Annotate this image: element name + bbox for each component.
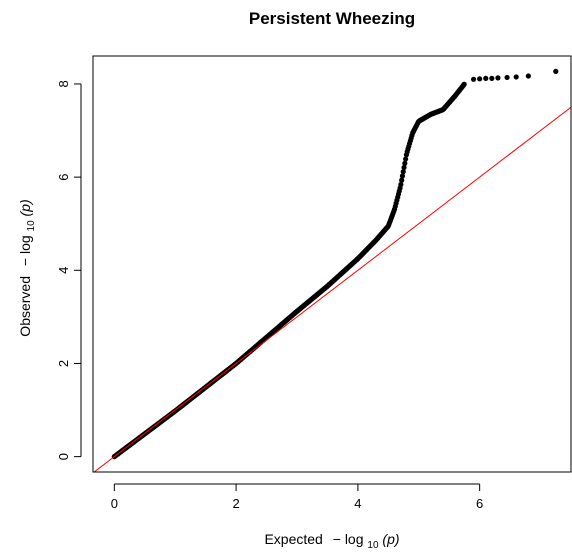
y-tick-label: 6: [56, 174, 71, 181]
data-point: [402, 160, 408, 166]
x-axis-label-arg: (p): [382, 531, 399, 547]
data-point: [513, 74, 519, 80]
y-tick-label: 2: [56, 360, 71, 367]
x-axis-label-log: log: [345, 531, 364, 547]
y-axis-label-log: log: [17, 235, 33, 254]
data-point: [553, 68, 559, 74]
y-axis-label-arg: (p): [17, 199, 33, 216]
data-point: [401, 164, 407, 171]
y-axis-label: Observed − log 10 (p): [17, 199, 37, 336]
x-axis-label-prefix: Expected: [264, 531, 322, 547]
data-point: [399, 173, 406, 179]
y-axis-label-minus: −: [17, 258, 33, 266]
x-tick-label: 6: [476, 496, 483, 511]
data-point: [504, 74, 510, 81]
y-tick-label: 0: [56, 453, 71, 460]
x-tick-label: 4: [354, 496, 361, 511]
data-point: [489, 75, 495, 81]
y-tick-label: 4: [56, 267, 71, 274]
x-tick-label: 2: [232, 496, 239, 511]
y-axis: 0 2 4 6 8: [56, 80, 82, 460]
y-axis-label-sub: 10: [26, 220, 37, 232]
data-point: [483, 75, 489, 81]
data-point: [399, 177, 405, 183]
x-axis-label-minus: −: [333, 531, 341, 547]
data-point: [470, 76, 477, 82]
data-point: [477, 76, 483, 82]
data-point: [400, 169, 406, 175]
y-tick-label: 8: [56, 80, 71, 87]
reference-line: [93, 106, 571, 472]
x-axis-label-sub: 10: [367, 540, 379, 551]
y-axis-label-prefix: Observed: [17, 276, 33, 337]
chart-title: Persistent Wheezing: [249, 9, 415, 28]
x-axis-label: Expected − log 10 (p): [264, 531, 399, 551]
plot-frame: [92, 55, 572, 473]
x-axis: 0 2 4 6: [111, 483, 483, 511]
x-tick-label: 0: [111, 496, 118, 511]
data-point: [403, 156, 409, 162]
data-point: [398, 181, 404, 188]
plot-area: [93, 68, 571, 472]
data-point: [461, 81, 467, 87]
data-point: [495, 75, 501, 81]
data-point: [525, 73, 531, 79]
